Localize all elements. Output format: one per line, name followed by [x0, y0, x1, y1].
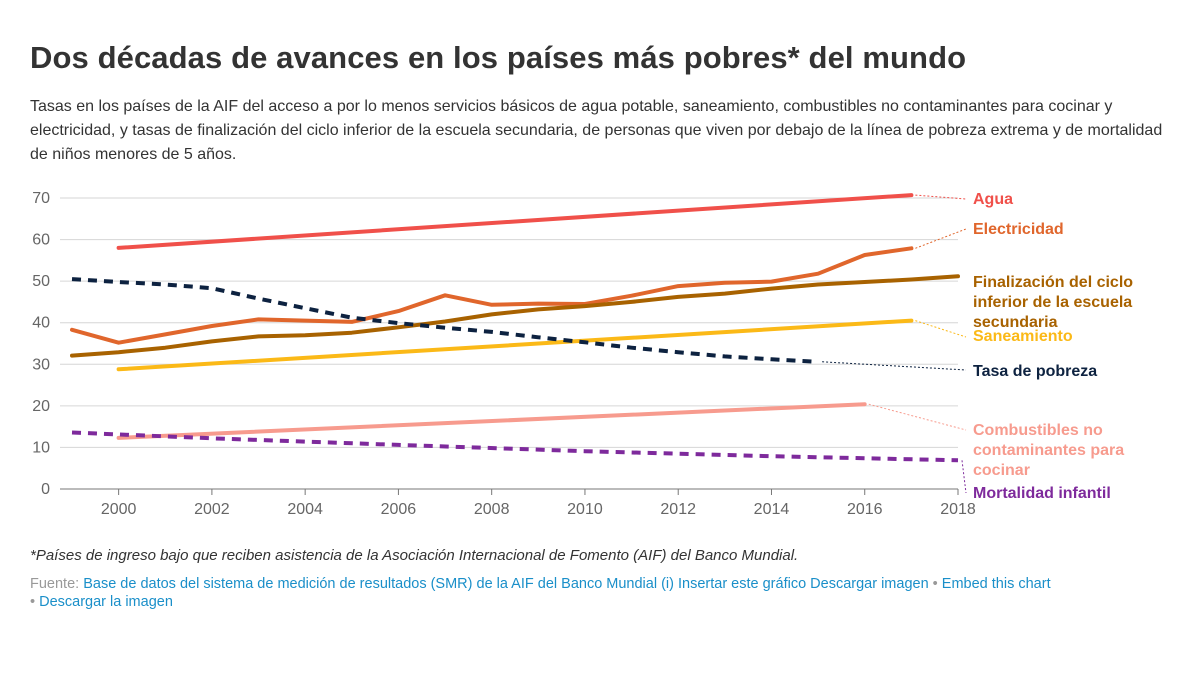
series-label-line: Mortalidad infantil: [973, 485, 1111, 502]
y-tick-label: 10: [32, 439, 50, 456]
series-label-line: Electricidad: [973, 221, 1064, 238]
series-label-line: Agua: [973, 191, 1013, 208]
x-tick-label: 2006: [381, 501, 417, 518]
series-label-combustibles: Combustibles no contaminantes para cocinar: [973, 422, 1124, 479]
series-label-agua: Agua: [973, 191, 1013, 208]
x-tick-label: 2018: [940, 501, 976, 518]
series-label-line: inferior de la escuela: [973, 294, 1132, 311]
x-tick-label: 2010: [567, 501, 603, 518]
series-label-line: secundaria: [973, 314, 1058, 331]
source-prefix: Fuente:: [30, 576, 84, 592]
series-label-line: Finalización del ciclo: [973, 274, 1133, 291]
series-label-secundaria: Finalización del ciclo inferior de la esc…: [973, 274, 1133, 331]
x-tick-label: 2004: [287, 501, 323, 518]
series-label-line: cocinar: [973, 462, 1030, 479]
series-line-agua: [116, 193, 914, 250]
series-label-line: Saneamiento: [973, 328, 1073, 345]
y-tick-label: 50: [32, 273, 50, 290]
y-tick-label: 30: [32, 356, 50, 373]
separator-1: •: [928, 576, 942, 592]
series-label-electricidad: Electricidad: [973, 221, 1064, 238]
y-tick-label: 70: [32, 190, 50, 207]
series-label-saneamiento: Saneamiento: [973, 328, 1073, 345]
source-link[interactable]: Base de datos del sistema de medición de…: [83, 576, 929, 592]
embed-chart-link[interactable]: Embed this chart: [941, 576, 1051, 592]
x-tick-label: 2016: [847, 501, 883, 518]
x-tick-label: 2008: [474, 501, 510, 518]
series-label-line: contaminantes para: [973, 442, 1124, 459]
axes: 0 10 20 30 40 50 60 70 2000 2002 2004 2006 2008 2010 2…: [32, 190, 976, 518]
x-tick-label: 2002: [194, 501, 230, 518]
separator-2: •: [30, 594, 40, 610]
series-line-mortalidad: [71, 430, 959, 463]
source-line: Fuente: Base de datos del sistema de med…: [30, 575, 1170, 611]
y-tick-label: 0: [41, 481, 50, 498]
series-line-electricidad: [70, 246, 914, 345]
y-tick-label: 40: [32, 315, 50, 332]
x-tick-label: 2014: [754, 501, 790, 518]
leader-line-saneamiento: [915, 320, 967, 338]
footnote: *Países de ingreso bajo que reciben asis…: [30, 547, 799, 564]
leader-line-electricidad: [915, 228, 967, 249]
y-tick-label: 60: [32, 232, 50, 249]
series-line-pobreza: [71, 277, 819, 364]
leader-line-combustibles: [868, 403, 967, 431]
series-label-mortalidad: Mortalidad infantil: [973, 485, 1111, 502]
y-tick-label: 20: [32, 398, 50, 415]
leader-line-agua: [915, 194, 967, 200]
series-line-secundaria: [70, 274, 960, 358]
series-label-line: Tasa de pobreza: [973, 363, 1097, 380]
series-line-combustibles: [116, 402, 867, 440]
series-labels: Agua Electricidad Finalización del ciclo in…: [822, 191, 1133, 502]
chart-subtitle: Tasas en los países de la AIF del acceso…: [30, 98, 1163, 163]
leader-line-mortalidad: [961, 460, 967, 494]
chart-title: Dos décadas de avances en los países más…: [30, 40, 967, 75]
line-chart: 0 10 20 30 40 50 60 70 2000 2002 2004 2006 2008 2010 2…: [32, 190, 1133, 518]
leader-line-pobreza: [822, 361, 967, 371]
series-label-line: Combustibles no: [973, 422, 1103, 439]
x-tick-label: 2000: [101, 501, 137, 518]
series-line-saneamiento: [116, 318, 914, 372]
series-label-pobreza: Tasa de pobreza: [973, 363, 1097, 380]
download-image-link[interactable]: Descargar la imagen: [39, 594, 173, 610]
series-lines: [70, 193, 960, 463]
x-tick-label: 2012: [660, 501, 696, 518]
